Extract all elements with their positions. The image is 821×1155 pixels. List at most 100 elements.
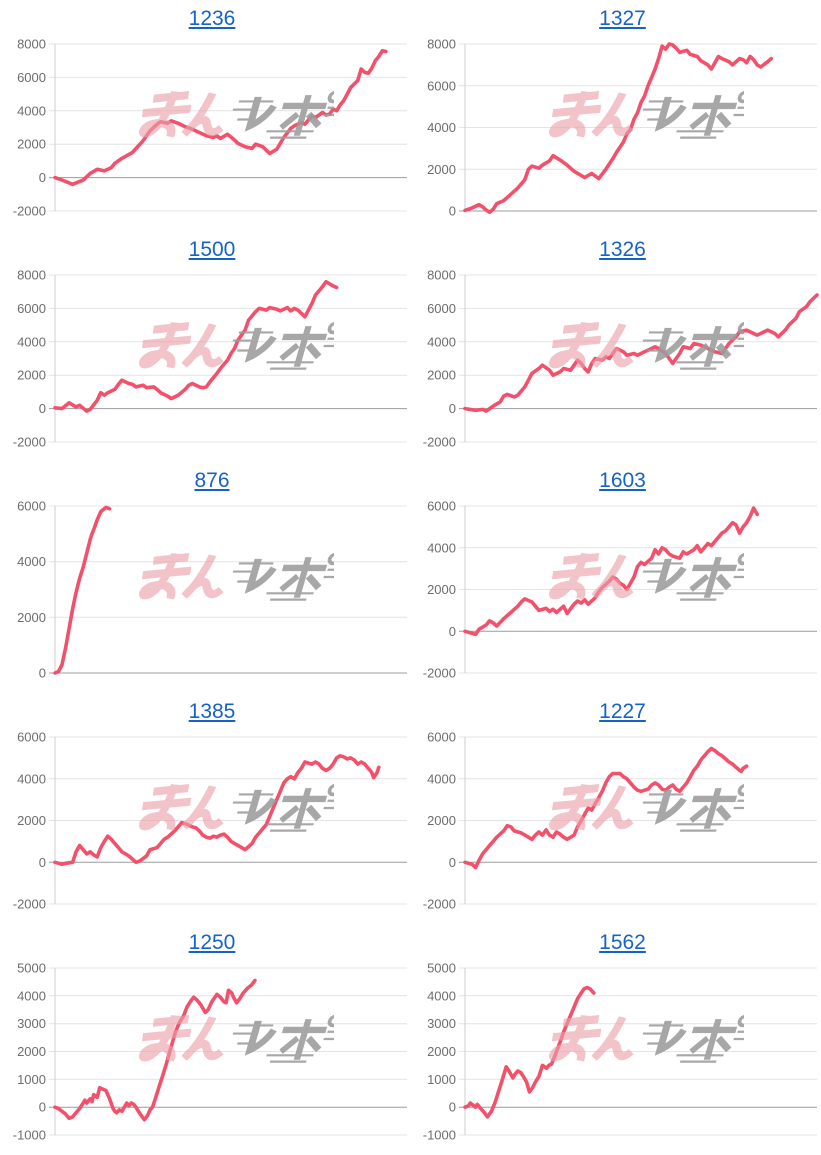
chart-plot-area: 6000 4000 2000 0 -2000 (410, 498, 821, 693)
profit-line-series (463, 42, 774, 215)
y-tick-label: 8000 (17, 268, 46, 283)
chart-plot-area: 8000 6000 4000 2000 0 -2000 (410, 267, 821, 462)
y-tick-label: 6000 (427, 78, 456, 93)
chart-cell: 1250 5000 4000 3000 2000 1000 0 -1000 (0, 924, 410, 1155)
line-chart-svg: 6000 4000 2000 0 -2000 (423, 730, 817, 912)
y-tick-label: 6000 (427, 730, 456, 745)
y-tick-label: 3000 (427, 1016, 456, 1031)
line-chart-svg: 5000 4000 3000 2000 1000 0 -1000 (423, 961, 817, 1143)
y-tick-label: 6000 (17, 499, 46, 514)
chart-title-link[interactable]: 1327 (599, 7, 646, 30)
y-tick-label: 2000 (17, 368, 46, 383)
chart-plot-area: 6000 4000 2000 0 -2000 (0, 729, 410, 924)
chart-title-link[interactable]: 876 (194, 469, 230, 492)
line-chart-svg: 8000 6000 4000 2000 0 (427, 37, 817, 219)
chart-title-link[interactable]: 1500 (188, 238, 236, 261)
y-tick-label: -2000 (13, 435, 46, 450)
y-tick-label: 2000 (427, 162, 456, 177)
y-tick-label: 0 (39, 401, 46, 416)
chart-title-row: 1500 (0, 231, 410, 267)
y-tick-label: 1000 (17, 1072, 46, 1087)
chart-plot-area: 5000 4000 3000 2000 1000 0 -1000 (410, 960, 821, 1155)
y-tick-label: 3000 (17, 1016, 46, 1031)
y-tick-label: -2000 (423, 666, 456, 681)
y-tick-label: 2000 (427, 1044, 456, 1059)
profit-line-series (463, 985, 596, 1119)
chart-title-link[interactable]: 1236 (188, 7, 236, 30)
chart-title-row: 1227 (410, 693, 821, 729)
chart-plot-area: 8000 6000 4000 2000 0 -2000 (0, 36, 410, 231)
y-tick-label: 0 (449, 855, 456, 870)
chart-title-row: 1562 (410, 924, 821, 960)
y-tick-label: 0 (39, 666, 46, 681)
chart-title-link[interactable]: 1385 (188, 700, 236, 723)
y-tick-label: -2000 (13, 897, 46, 912)
line-chart-svg: 5000 4000 3000 2000 1000 0 -1000 (13, 961, 407, 1143)
chart-cell: 1562 5000 4000 3000 2000 1000 0 -1000 (410, 924, 821, 1155)
y-tick-label: 5000 (17, 961, 46, 976)
y-tick-label: 8000 (427, 37, 456, 52)
chart-plot-area: 5000 4000 3000 2000 1000 0 -1000 (0, 960, 410, 1155)
y-tick-label: 0 (449, 204, 456, 219)
y-tick-label: -2000 (423, 435, 456, 450)
chart-plot-area: 6000 4000 2000 0 -2000 (410, 729, 821, 924)
chart-cell: 1603 6000 4000 2000 0 -2000 (410, 462, 821, 693)
y-tick-label: 8000 (17, 37, 46, 52)
profit-line-series (463, 506, 760, 637)
y-tick-label: 6000 (17, 70, 46, 85)
chart-title-row: 1327 (410, 0, 821, 36)
profit-line-series (53, 505, 112, 675)
y-tick-label: 8000 (427, 268, 456, 283)
y-tick-label: -2000 (423, 897, 456, 912)
y-tick-label: 2000 (17, 137, 46, 152)
profit-line-series (53, 753, 381, 867)
y-tick-label: 4000 (427, 540, 456, 555)
profit-line-series (53, 279, 339, 413)
y-tick-label: 2000 (427, 368, 456, 383)
profit-line-series (53, 978, 257, 1122)
y-tick-label: 4000 (17, 988, 46, 1003)
y-tick-label: 0 (39, 170, 46, 185)
chart-title-row: 1326 (410, 231, 821, 267)
chart-title-row: 1250 (0, 924, 410, 960)
chart-plot-area: 8000 6000 4000 2000 0 -2000 (0, 267, 410, 462)
chart-plot-area: 8000 6000 4000 2000 0 (410, 36, 821, 231)
chart-title-row: 1603 (410, 462, 821, 498)
chart-title-row: 876 (0, 462, 410, 498)
chart-cell: 1236 8000 6000 4000 2000 0 -2000 (0, 0, 410, 231)
y-tick-label: 4000 (427, 120, 456, 135)
y-tick-label: 2000 (17, 1044, 46, 1059)
chart-title-link[interactable]: 1326 (599, 238, 646, 261)
y-tick-label: 0 (449, 624, 456, 639)
y-tick-label: 4000 (17, 554, 46, 569)
y-tick-label: -2000 (13, 204, 46, 219)
y-tick-label: 4000 (427, 988, 456, 1003)
y-tick-label: 2000 (17, 610, 46, 625)
y-tick-label: 6000 (17, 301, 46, 316)
y-tick-label: 2000 (427, 582, 456, 597)
y-tick-label: 0 (449, 401, 456, 416)
chart-title-link[interactable]: 1562 (599, 931, 646, 954)
chart-cell: 1227 6000 4000 2000 0 -2000 (410, 693, 821, 924)
chart-title-link[interactable]: 1250 (188, 931, 236, 954)
profit-line-series (53, 48, 388, 187)
chart-title-row: 1385 (0, 693, 410, 729)
chart-cell: 1500 8000 6000 4000 2000 0 -2000 (0, 231, 410, 462)
y-tick-label: 6000 (427, 301, 456, 316)
line-chart-svg: 6000 4000 2000 0 -2000 (13, 730, 407, 912)
chart-title-link[interactable]: 1227 (599, 700, 646, 723)
y-tick-label: 2000 (17, 813, 46, 828)
y-tick-label: 5000 (427, 961, 456, 976)
line-chart-svg: 8000 6000 4000 2000 0 -2000 (13, 37, 407, 219)
chart-cell: 1327 8000 6000 4000 2000 0 (410, 0, 821, 231)
y-tick-label: 2000 (427, 813, 456, 828)
y-tick-label: -1000 (423, 1128, 456, 1143)
chart-cell: 1326 8000 6000 4000 2000 0 -2000 (410, 231, 821, 462)
y-tick-label: 6000 (427, 499, 456, 514)
line-chart-svg: 8000 6000 4000 2000 0 -2000 (423, 268, 819, 450)
y-tick-label: 4000 (427, 771, 456, 786)
y-tick-label: 1000 (427, 1072, 456, 1087)
chart-title-link[interactable]: 1603 (599, 469, 646, 492)
